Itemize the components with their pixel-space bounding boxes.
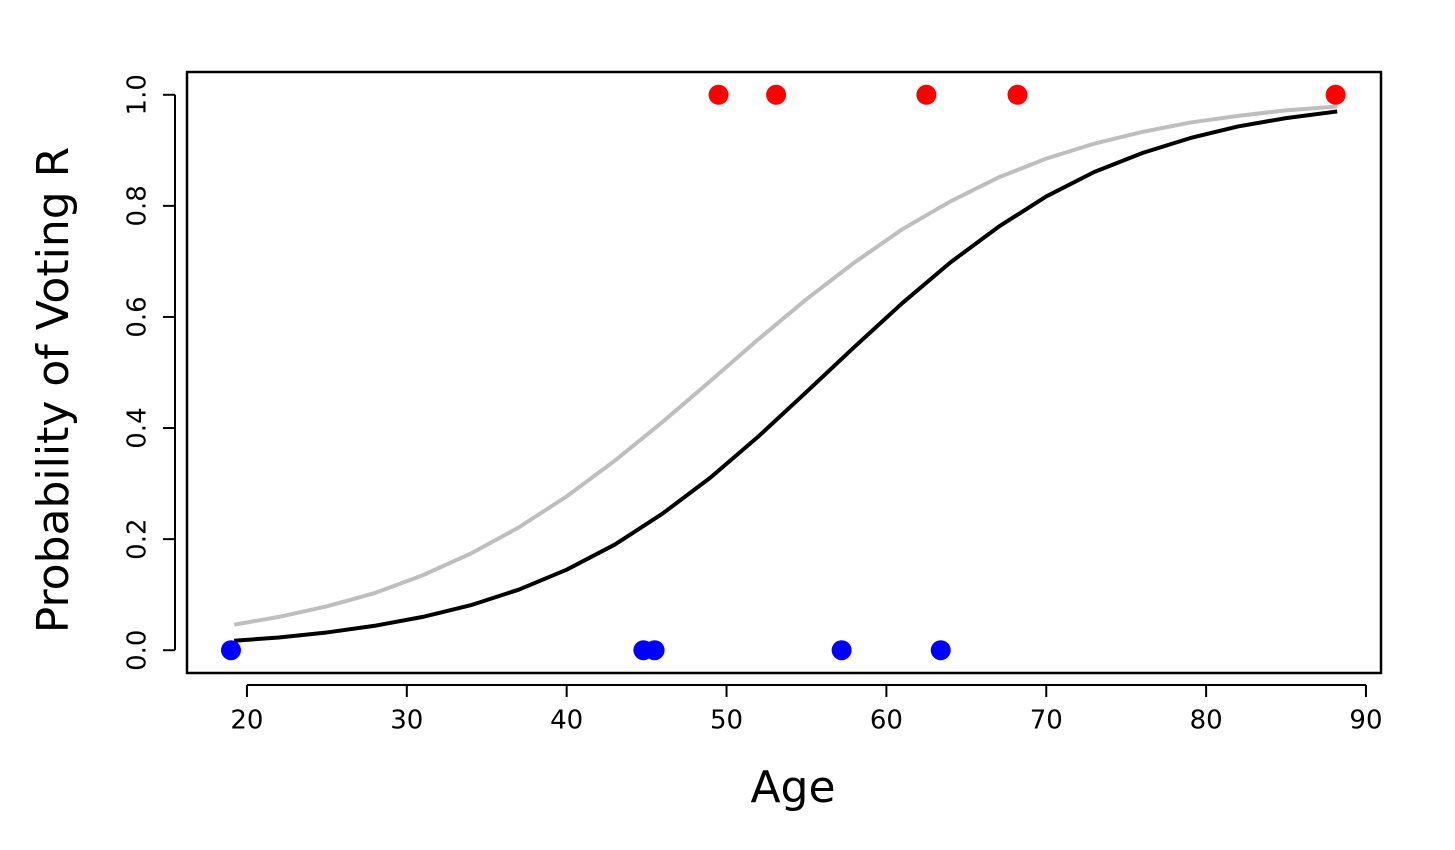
x-tick-label: 40	[550, 706, 583, 736]
data-point	[644, 640, 665, 661]
data-point	[708, 84, 729, 105]
plot-box	[185, 70, 1383, 675]
data-point	[220, 640, 241, 661]
x-tick-label: 80	[1190, 706, 1223, 736]
data-point	[930, 640, 951, 661]
x-tick-label: 20	[230, 706, 263, 736]
data-point	[916, 84, 937, 105]
y-tick-label: 0.4	[123, 407, 153, 448]
data-point	[1007, 84, 1028, 105]
x-tick-label: 90	[1349, 706, 1382, 736]
fit-line	[233, 104, 1338, 627]
y-tick-label: 0.2	[123, 518, 153, 559]
data-point	[766, 84, 787, 105]
fit-line	[234, 109, 1338, 643]
y-tick-label: 1.0	[123, 74, 153, 115]
y-tick-label: 0.0	[123, 630, 153, 671]
y-tick-label: 0.6	[123, 296, 153, 337]
x-tick-label: 60	[870, 706, 903, 736]
data-point	[1325, 84, 1346, 105]
data-point	[831, 640, 852, 661]
x-tick-label: 50	[710, 706, 743, 736]
x-axis-title: Age	[750, 762, 835, 813]
x-tick-label: 30	[390, 706, 423, 736]
y-tick-label: 0.8	[123, 185, 153, 226]
y-axis-title: Probability of Voting R	[28, 147, 79, 633]
x-tick-label: 70	[1030, 706, 1063, 736]
